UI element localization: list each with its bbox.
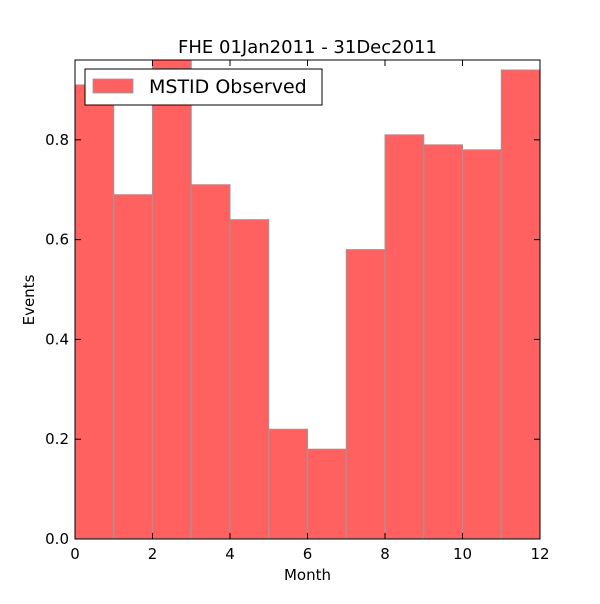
legend-swatch: [92, 78, 134, 94]
bar-7: [307, 448, 347, 540]
bar-3: [152, 59, 192, 540]
x-tick-label: 12: [530, 545, 549, 563]
y-tick-label: 0.0: [45, 530, 69, 548]
y-tick-label: 0.6: [45, 231, 69, 249]
bar-10: [423, 144, 463, 540]
bar-8: [345, 249, 386, 540]
bar-9: [384, 134, 425, 540]
legend: MSTID Observed: [84, 68, 323, 106]
x-tick-label: 10: [453, 545, 472, 563]
legend-label: MSTID Observed: [149, 76, 307, 98]
y-tick-label: 0.8: [45, 131, 69, 149]
x-tick-label: 0: [70, 545, 80, 563]
x-axis-label: Month: [284, 566, 331, 584]
bars-layer: [74, 59, 541, 540]
y-axis-label: Events: [20, 274, 38, 325]
bar-5: [229, 219, 270, 540]
x-tick-label: 2: [148, 545, 158, 563]
y-tick-label: 0.4: [45, 330, 69, 348]
y-tick-label: 0.2: [45, 430, 69, 448]
bar-1: [74, 84, 115, 540]
bar-6: [268, 428, 308, 540]
x-tick-label: 6: [303, 545, 313, 563]
ticks-layer: 0 2 4 6 8 10 12 0.0 0.2 0.4 0.6 0.8: [45, 60, 550, 563]
x-tick-label: 4: [225, 545, 235, 563]
bar-4: [190, 184, 231, 540]
chart-title: FHE 01Jan2011 - 31Dec2011: [178, 37, 437, 58]
bar-2: [113, 194, 153, 540]
bar-11: [462, 149, 502, 540]
x-tick-label: 8: [380, 545, 390, 563]
bar-12: [500, 69, 541, 540]
